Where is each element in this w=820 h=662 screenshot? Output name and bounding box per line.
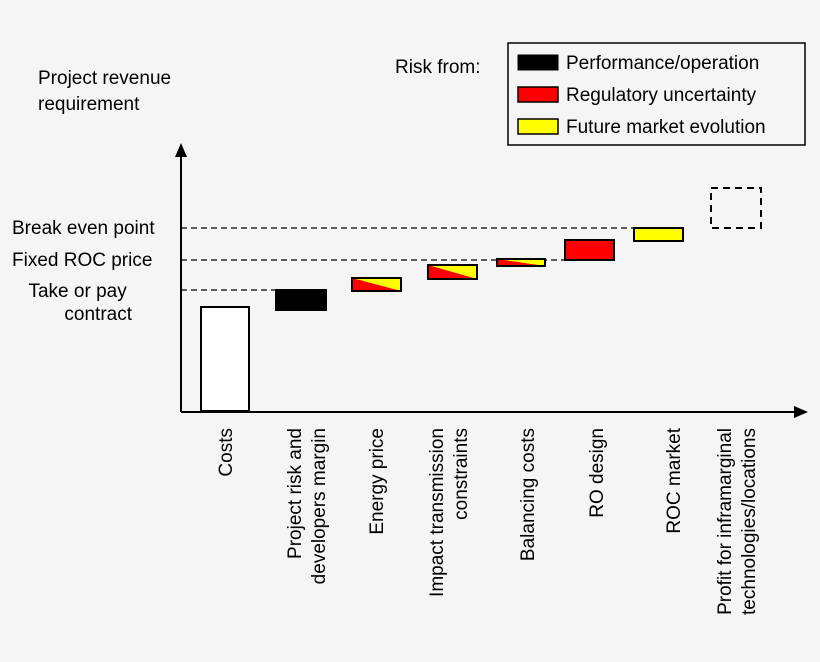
- bar-inframarginal-profit: [710, 187, 762, 229]
- category-label-balancing-costs: Balancing costs: [518, 428, 539, 561]
- category-label-energy-price: Energy price: [367, 428, 388, 535]
- legend-swatch-regulatory: [517, 86, 559, 103]
- bar-energy-price: [351, 277, 402, 292]
- category-label-project-risk: Project risk and developers margin: [285, 428, 330, 584]
- y-axis-label: Project revenue requirement: [38, 68, 176, 115]
- category-label-costs: Costs: [216, 428, 237, 477]
- bar-ro-design: [564, 239, 615, 261]
- level-label-break-even: Break even point: [12, 218, 155, 239]
- legend-label-regulatory: Regulatory uncertainty: [566, 85, 757, 106]
- category-label-ro-design: RO design: [587, 428, 608, 518]
- category-label-inframarginal-profit: Profit for inframarginal technologies/loc…: [715, 428, 760, 615]
- legend-swatch-market: [517, 118, 559, 135]
- bar-balancing-costs: [496, 258, 546, 267]
- legend-label-performance: Performance/operation: [566, 53, 759, 74]
- bar-costs: [200, 306, 250, 412]
- category-label-impact-transmission: Impact transmission constraints: [427, 428, 472, 597]
- legend-title: Risk from:: [395, 57, 481, 78]
- bar-roc-market: [633, 227, 684, 242]
- legend-label-market: Future market evolution: [566, 117, 766, 138]
- legend-swatch-performance: [517, 54, 559, 71]
- category-labels: Costs Project risk and developers margin …: [216, 427, 760, 615]
- category-label-roc-market: ROC market: [664, 427, 685, 533]
- level-label-take-or-pay: Take or pay contract: [28, 281, 132, 325]
- legend: Performance/operation Regulatory uncerta…: [507, 42, 806, 146]
- bar-project-risk: [275, 289, 327, 311]
- bar-impact-transmission: [427, 264, 478, 280]
- level-label-fixed-roc: Fixed ROC price: [12, 250, 152, 271]
